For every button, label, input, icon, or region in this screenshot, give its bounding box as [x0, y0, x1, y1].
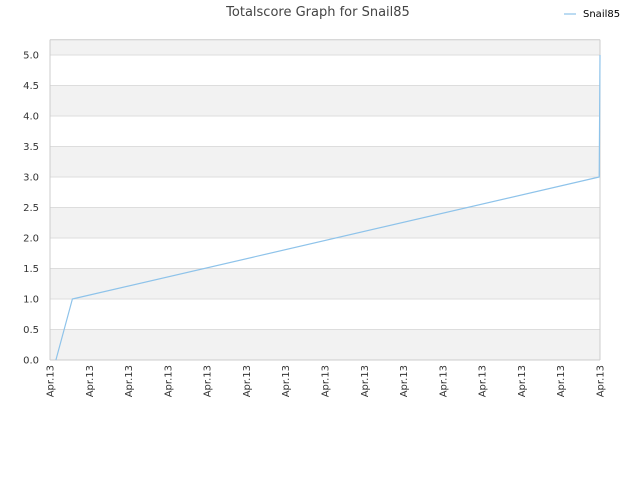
y-tick-label: 4.5: [23, 81, 39, 92]
y-axis-ticks: 0.0 0.5 1.0 1.5 2.0 2.5 3.0 3.5 4.0 4.5 5.0: [23, 51, 39, 367]
series-lines: [55, 54, 601, 361]
x-tick-label: Apr.13: [281, 365, 292, 397]
x-tick-label: Apr.13: [46, 365, 57, 397]
plot-band: [50, 329, 600, 360]
plot-band: [50, 116, 600, 147]
y-tick-label: 1.5: [23, 264, 39, 275]
x-tick-label: Apr.13: [321, 365, 332, 397]
gridlines: [50, 54, 600, 361]
x-tick-label: Apr.13: [85, 365, 96, 397]
y-tick-label: 3.5: [23, 142, 39, 153]
plot-band: [50, 177, 600, 208]
y-tick-label: 0.5: [23, 325, 39, 336]
y-tick-label: 2.0: [23, 234, 39, 245]
chart-title: Totalscore Graph for Snail85: [225, 5, 410, 20]
x-axis-ticks: Apr.13 Apr.13 Apr.13 Apr.13 Apr.13 Apr.13 Apr.…: [46, 365, 607, 397]
y-tick-label: 5.0: [23, 51, 39, 62]
plot-band: [50, 238, 600, 269]
x-tick-label: Apr.13: [438, 365, 449, 397]
y-tick-label: 2.5: [23, 203, 39, 214]
legend-label-snail85: Snail85: [583, 9, 620, 20]
x-tick-label: Apr.13: [517, 365, 528, 397]
axes: [49, 39, 601, 361]
y-tick-label: 4.0: [23, 112, 39, 123]
series-line-snail85: [55, 54, 601, 361]
x-tick-label: Apr.13: [242, 365, 253, 397]
y-tick-label: 0.0: [23, 356, 39, 367]
x-tick-label: Apr.13: [478, 365, 489, 397]
plot-band: [50, 268, 600, 299]
y-tick-label: 1.0: [23, 295, 39, 306]
x-tick-label: Apr.13: [360, 365, 371, 397]
plot-band: [50, 207, 600, 238]
plot-background-bands: [50, 39, 600, 360]
legend: Snail85: [564, 9, 620, 20]
x-tick-label: Apr.13: [203, 365, 214, 397]
plot-band: [50, 85, 600, 116]
x-tick-label: Apr.13: [596, 365, 607, 397]
plot-band: [50, 55, 600, 86]
x-tick-label: Apr.13: [124, 365, 135, 397]
x-tick-label: Apr.13: [556, 365, 567, 397]
x-tick-label: Apr.13: [163, 365, 174, 397]
x-tick-label: Apr.13: [399, 365, 410, 397]
plot-band: [50, 39, 600, 55]
plot-band: [50, 299, 600, 330]
y-tick-label: 3.0: [23, 173, 39, 184]
plot-band: [50, 146, 600, 177]
